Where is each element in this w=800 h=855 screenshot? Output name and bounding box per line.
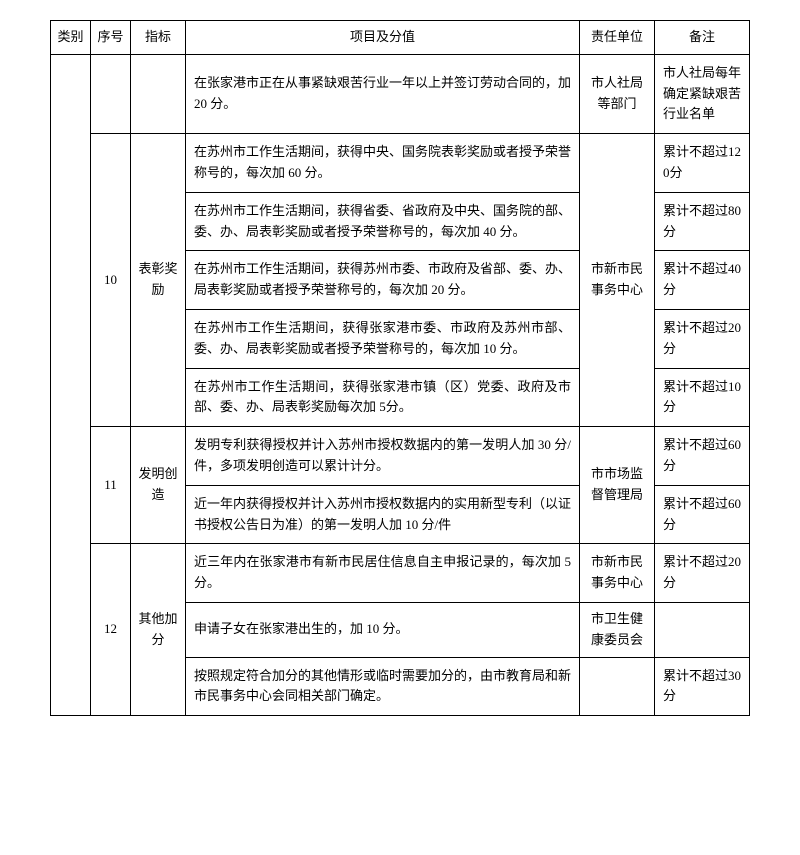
note-cell: 累计不超过40分 — [655, 251, 750, 310]
table-row: 在张家港市正在从事紧缺艰苦行业一年以上并签订劳动合同的，加 20 分。 市人社局… — [51, 54, 750, 133]
table-row: 10 表彰奖励 在苏州市工作生活期间，获得中央、国务院表彰奖励或者授予荣誉称号的… — [51, 134, 750, 193]
item-cell: 近三年内在张家港市有新市民居住信息自主申报记录的，每次加 5 分。 — [186, 544, 580, 603]
indicator-cell: 其他加分 — [131, 544, 186, 716]
header-category: 类别 — [51, 21, 91, 55]
dept-cell: 市市场监督管理局 — [580, 427, 655, 544]
num-cell: 10 — [91, 134, 131, 427]
dept-cell — [580, 657, 655, 716]
note-cell: 市人社局每年确定紧缺艰苦行业名单 — [655, 54, 750, 133]
indicator-cell: 表彰奖励 — [131, 134, 186, 427]
item-cell: 在苏州市工作生活期间，获得张家港市委、市政府及苏州市部、委、办、局表彰奖励或者授… — [186, 309, 580, 368]
dept-cell: 市人社局等部门 — [580, 54, 655, 133]
note-cell — [655, 602, 750, 657]
table-row: 12 其他加分 近三年内在张家港市有新市民居住信息自主申报记录的，每次加 5 分… — [51, 544, 750, 603]
item-cell: 按照规定符合加分的其他情形或临时需要加分的，由市教育局和新市民事务中心会同相关部… — [186, 657, 580, 716]
dept-cell: 市卫生健康委员会 — [580, 602, 655, 657]
num-cell: 12 — [91, 544, 131, 716]
indicator-cell — [131, 54, 186, 133]
header-num: 序号 — [91, 21, 131, 55]
scoring-table: 类别 序号 指标 项目及分值 责任单位 备注 在张家港市正在从事紧缺艰苦行业一年… — [50, 20, 750, 716]
note-cell: 累计不超过30分 — [655, 657, 750, 716]
header-item: 项目及分值 — [186, 21, 580, 55]
note-cell: 累计不超过20分 — [655, 544, 750, 603]
table-row: 11 发明创造 发明专利获得授权并计入苏州市授权数据内的第一发明人加 30 分/… — [51, 427, 750, 486]
note-cell: 累计不超过60分 — [655, 485, 750, 544]
num-cell: 11 — [91, 427, 131, 544]
dept-cell: 市新市民事务中心 — [580, 134, 655, 427]
item-cell: 在张家港市正在从事紧缺艰苦行业一年以上并签订劳动合同的，加 20 分。 — [186, 54, 580, 133]
item-cell: 在苏州市工作生活期间，获得苏州市委、市政府及省部、委、办、局表彰奖励或者授予荣誉… — [186, 251, 580, 310]
header-indicator: 指标 — [131, 21, 186, 55]
item-cell: 在苏州市工作生活期间，获得省委、省政府及中央、国务院的部、委、办、局表彰奖励或者… — [186, 192, 580, 251]
item-cell: 在苏州市工作生活期间，获得中央、国务院表彰奖励或者授予荣誉称号的，每次加 60 … — [186, 134, 580, 193]
header-dept: 责任单位 — [580, 21, 655, 55]
note-cell: 累计不超过80分 — [655, 192, 750, 251]
num-cell — [91, 54, 131, 133]
note-cell: 累计不超过10分 — [655, 368, 750, 427]
indicator-cell: 发明创造 — [131, 427, 186, 544]
table-header-row: 类别 序号 指标 项目及分值 责任单位 备注 — [51, 21, 750, 55]
item-cell: 近一年内获得授权并计入苏州市授权数据内的实用新型专利（以证书授权公告日为准）的第… — [186, 485, 580, 544]
dept-cell: 市新市民事务中心 — [580, 544, 655, 603]
note-cell: 累计不超过20分 — [655, 309, 750, 368]
note-cell: 累计不超过60分 — [655, 427, 750, 486]
note-cell: 累计不超过120分 — [655, 134, 750, 193]
item-cell: 发明专利获得授权并计入苏州市授权数据内的第一发明人加 30 分/件，多项发明创造… — [186, 427, 580, 486]
item-cell: 在苏州市工作生活期间，获得张家港市镇（区）党委、政府及市部、委、办、局表彰奖励每… — [186, 368, 580, 427]
header-note: 备注 — [655, 21, 750, 55]
category-cell — [51, 54, 91, 715]
item-cell: 申请子女在张家港出生的，加 10 分。 — [186, 602, 580, 657]
